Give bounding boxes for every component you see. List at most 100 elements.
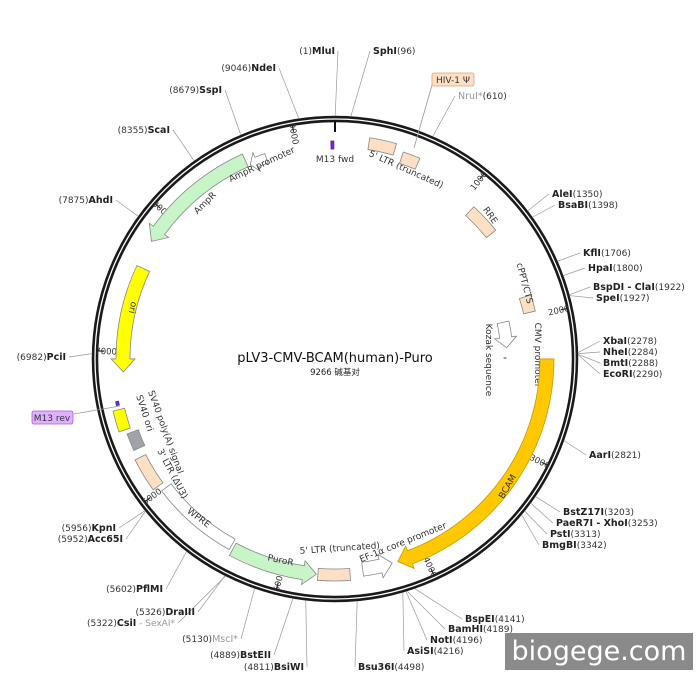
site-label[interactable]: KflI(1706) bbox=[583, 248, 631, 259]
site-paer7i-xhoi[interactable]: PaeR7I - XhoI(3253) bbox=[530, 502, 658, 529]
feature-rre[interactable] bbox=[465, 206, 497, 239]
site-pcii[interactable]: (6982)PciI bbox=[17, 352, 93, 363]
site-xbai[interactable]: XbaI(2278) bbox=[577, 336, 657, 353]
site-label[interactable]: SpeI(1927) bbox=[596, 293, 650, 304]
feature-ampr-promoter[interactable] bbox=[249, 151, 269, 173]
feature-label: Kozak sequence bbox=[483, 324, 493, 397]
feature-sv40-ori[interactable] bbox=[112, 407, 131, 433]
feature-ef-1-core-promoter[interactable] bbox=[361, 553, 393, 579]
site-draiii[interactable]: (5326)DraIII bbox=[135, 575, 226, 618]
site-label[interactable]: (5952)Acc65I bbox=[58, 534, 123, 545]
feature-5-ltr-truncated[interactable] bbox=[367, 137, 397, 156]
site-name: BmgBI bbox=[542, 540, 577, 551]
site-label[interactable]: PstI(3313) bbox=[550, 529, 600, 540]
feature-cmv-promoter[interactable] bbox=[493, 320, 518, 349]
site-alei[interactable]: AleI(1350) bbox=[527, 189, 603, 212]
site-label[interactable]: (5602)PflMI bbox=[106, 584, 163, 595]
site-asisi[interactable]: AsiSI(4216) bbox=[402, 592, 464, 657]
site-position: (4141) bbox=[495, 615, 525, 625]
site-label[interactable]: (6982)PciI bbox=[17, 352, 66, 363]
site-bsu36i[interactable]: Bsu36I(4498) bbox=[354, 600, 424, 673]
site-nhei[interactable]: NheI(2284) bbox=[577, 347, 658, 358]
site-label[interactable]: BamHI(4189) bbox=[448, 624, 513, 635]
tick-mark bbox=[560, 307, 567, 311]
site-label[interactable]: BsaBI(1398) bbox=[558, 200, 618, 211]
feature-wpre[interactable] bbox=[160, 483, 236, 551]
site-acc65i[interactable]: (5952)Acc65I bbox=[58, 510, 146, 545]
site-scai[interactable]: (8355)ScaI bbox=[118, 125, 195, 162]
site-nrui[interactable]: NruI*(610) bbox=[432, 91, 507, 137]
site-label[interactable]: BstZ17I(3203) bbox=[563, 507, 634, 518]
site-sphi[interactable]: SphI(96) bbox=[350, 46, 416, 117]
site-pflmi[interactable]: (5602)PflMI bbox=[106, 551, 187, 595]
site-hpai[interactable]: HpaI(1800) bbox=[563, 263, 643, 276]
site-label[interactable]: NruI*(610) bbox=[458, 91, 507, 102]
site-label[interactable]: (5326)DraIII bbox=[135, 607, 195, 618]
site-position: (5956) bbox=[62, 524, 92, 534]
site-mlui[interactable]: (1)MluI bbox=[299, 46, 339, 117]
site-label[interactable]: BmgBI(3342) bbox=[542, 540, 607, 551]
site-label[interactable]: (5956)KpnI bbox=[62, 523, 116, 534]
site-bsteii[interactable]: (4889)BstEII bbox=[210, 598, 294, 661]
feature-m13-fwd[interactable] bbox=[330, 140, 335, 150]
site-bmti[interactable]: BmtI(2288) bbox=[577, 353, 658, 369]
site-psti[interactable]: PstI(3313) bbox=[524, 510, 601, 540]
site-name: PciI bbox=[47, 352, 66, 363]
site-bsabi[interactable]: BsaBI(1398) bbox=[532, 200, 618, 218]
site-label[interactable]: EcoRI(2290) bbox=[603, 369, 662, 380]
site-msci[interactable]: (5130)MscI* bbox=[182, 588, 255, 645]
site-bstz17i[interactable]: BstZ17I(3203) bbox=[535, 496, 634, 518]
site-label[interactable]: BspDI - ClaI(1922) bbox=[593, 282, 685, 293]
site-bsiwi[interactable]: (4811)BsiWI bbox=[244, 600, 308, 673]
site-label[interactable]: (9046)NdeI bbox=[221, 63, 276, 74]
site-position: (8679) bbox=[169, 86, 199, 96]
site-label[interactable]: BspEI(4141) bbox=[465, 614, 525, 625]
site-label[interactable]: SphI(96) bbox=[373, 46, 415, 57]
feature-5-ltr-truncated[interactable] bbox=[316, 567, 351, 582]
site-label[interactable]: AsiSI(4216) bbox=[407, 646, 464, 657]
site-label[interactable]: HpaI(1800) bbox=[588, 263, 643, 274]
site-label[interactable]: (5130)MscI* bbox=[182, 634, 238, 645]
feature-sv40-poly-a-signal[interactable] bbox=[126, 429, 146, 452]
site-bamhi[interactable]: BamHI(4189) bbox=[406, 590, 513, 635]
site-kpni[interactable]: (5956)KpnI bbox=[62, 510, 146, 534]
site-label[interactable]: Bsu36I(4498) bbox=[358, 662, 424, 673]
site-label[interactable]: BmtI(2288) bbox=[603, 358, 658, 369]
feature-ampr[interactable] bbox=[148, 153, 249, 242]
site-name: NruI* bbox=[458, 91, 483, 102]
site-name: BstZ17I bbox=[563, 507, 604, 518]
site-label[interactable]: (1)MluI bbox=[299, 46, 335, 57]
feature-3-ltr-u3[interactable] bbox=[134, 454, 164, 491]
feature-m13-rev[interactable] bbox=[115, 400, 120, 407]
site-label[interactable]: NheI(2284) bbox=[603, 347, 658, 358]
site-ahdi[interactable]: (7875)AhdI bbox=[59, 195, 139, 217]
site-bspdi-clai[interactable]: BspDI - ClaI(1922) bbox=[569, 282, 685, 296]
site-label[interactable]: AleI(1350) bbox=[552, 189, 603, 200]
site-label[interactable]: NotI(4196) bbox=[430, 635, 483, 646]
feature-kozak-sequence[interactable] bbox=[503, 357, 507, 359]
site-label[interactable]: (4889)BstEII bbox=[210, 650, 271, 661]
site-ecori[interactable]: EcoRI(2290) bbox=[577, 354, 662, 380]
site-sspi[interactable]: (8679)SspI bbox=[169, 85, 242, 136]
site-kfli[interactable]: KflI(1706) bbox=[557, 248, 631, 262]
feature-hiv-1[interactable] bbox=[399, 151, 421, 170]
site-bmgbi[interactable]: BmgBI(3342) bbox=[521, 514, 607, 551]
site-label[interactable]: (4811)BsiWI bbox=[244, 662, 304, 673]
site-csii[interactable]: (5322)CsiI - SexAI* bbox=[87, 575, 226, 629]
feature-ori[interactable] bbox=[110, 264, 151, 373]
site-label[interactable]: (8679)SspI bbox=[169, 85, 222, 96]
site-aari[interactable]: AarI(2821) bbox=[563, 440, 641, 461]
site-label[interactable]: (5322)CsiI - SexAI* bbox=[87, 618, 176, 629]
site-spei[interactable]: SpeI(1927) bbox=[569, 293, 650, 304]
site-label[interactable]: XbaI(2278) bbox=[603, 336, 657, 347]
feature-puror[interactable] bbox=[228, 542, 318, 586]
site-label[interactable]: AarI(2821) bbox=[589, 450, 641, 461]
site-label[interactable]: PaeR7I - XhoI(3253) bbox=[556, 518, 658, 529]
site-label[interactable]: (7875)AhdI bbox=[59, 195, 113, 206]
feature-cppt-cts[interactable] bbox=[518, 294, 536, 315]
site-noti[interactable]: NotI(4196) bbox=[405, 591, 483, 646]
feature-bcam[interactable] bbox=[397, 358, 555, 570]
site-ndei[interactable]: (9046)NdeI bbox=[221, 63, 300, 119]
site-label[interactable]: (8355)ScaI bbox=[118, 125, 170, 136]
site-bspei[interactable]: BspEI(4141) bbox=[414, 588, 525, 625]
